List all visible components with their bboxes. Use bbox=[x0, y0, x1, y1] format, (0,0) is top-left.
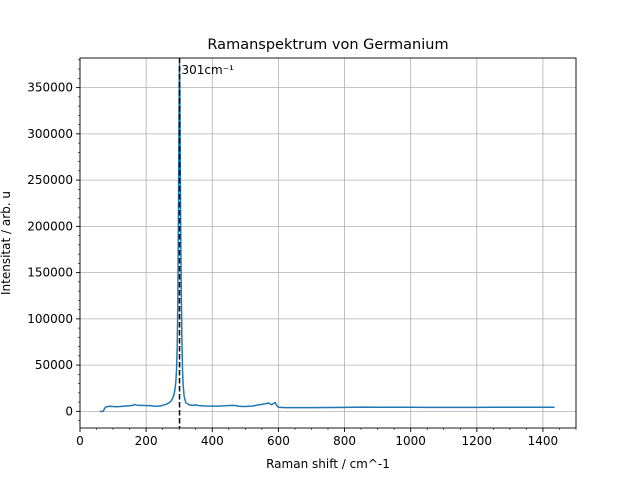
x-tick-label: 800 bbox=[333, 434, 356, 448]
peak-label: 301cm⁻¹ bbox=[182, 63, 235, 77]
y-axis-label: Intensitat / arb. u bbox=[0, 191, 13, 295]
plot-frame bbox=[79, 57, 577, 429]
y-tick-label: 150000 bbox=[27, 266, 73, 280]
y-tick-label: 50000 bbox=[35, 358, 73, 372]
y-tick-label: 300000 bbox=[27, 127, 73, 141]
y-tick-label: 250000 bbox=[27, 173, 73, 187]
grid-lines bbox=[79, 58, 576, 428]
x-tick-label: 1000 bbox=[395, 434, 426, 448]
x-tick-label: 400 bbox=[201, 434, 224, 448]
y-tick-label: 200000 bbox=[27, 219, 73, 233]
x-tick-label: 0 bbox=[76, 434, 84, 448]
y-tick-label: 100000 bbox=[27, 312, 73, 326]
y-tick-label: 0 bbox=[65, 404, 73, 418]
x-axis-label: Raman shift / cm^-1 bbox=[266, 457, 390, 471]
x-tick-label: 1200 bbox=[462, 434, 493, 448]
x-axis-ticks: 0 200 400 600 800 1000 1200 1400 bbox=[76, 428, 558, 448]
series-line bbox=[99, 63, 555, 413]
x-tick-label: 600 bbox=[267, 434, 290, 448]
chart-title: Ramanspektrum von Germanium bbox=[207, 37, 448, 53]
y-tick-label: 350000 bbox=[27, 81, 73, 95]
x-tick-label: 200 bbox=[135, 434, 158, 448]
x-tick-label: 1400 bbox=[528, 434, 559, 448]
y-axis-ticks: 0 50000 100000 150000 200000 250000 300000 3500… bbox=[27, 81, 80, 418]
